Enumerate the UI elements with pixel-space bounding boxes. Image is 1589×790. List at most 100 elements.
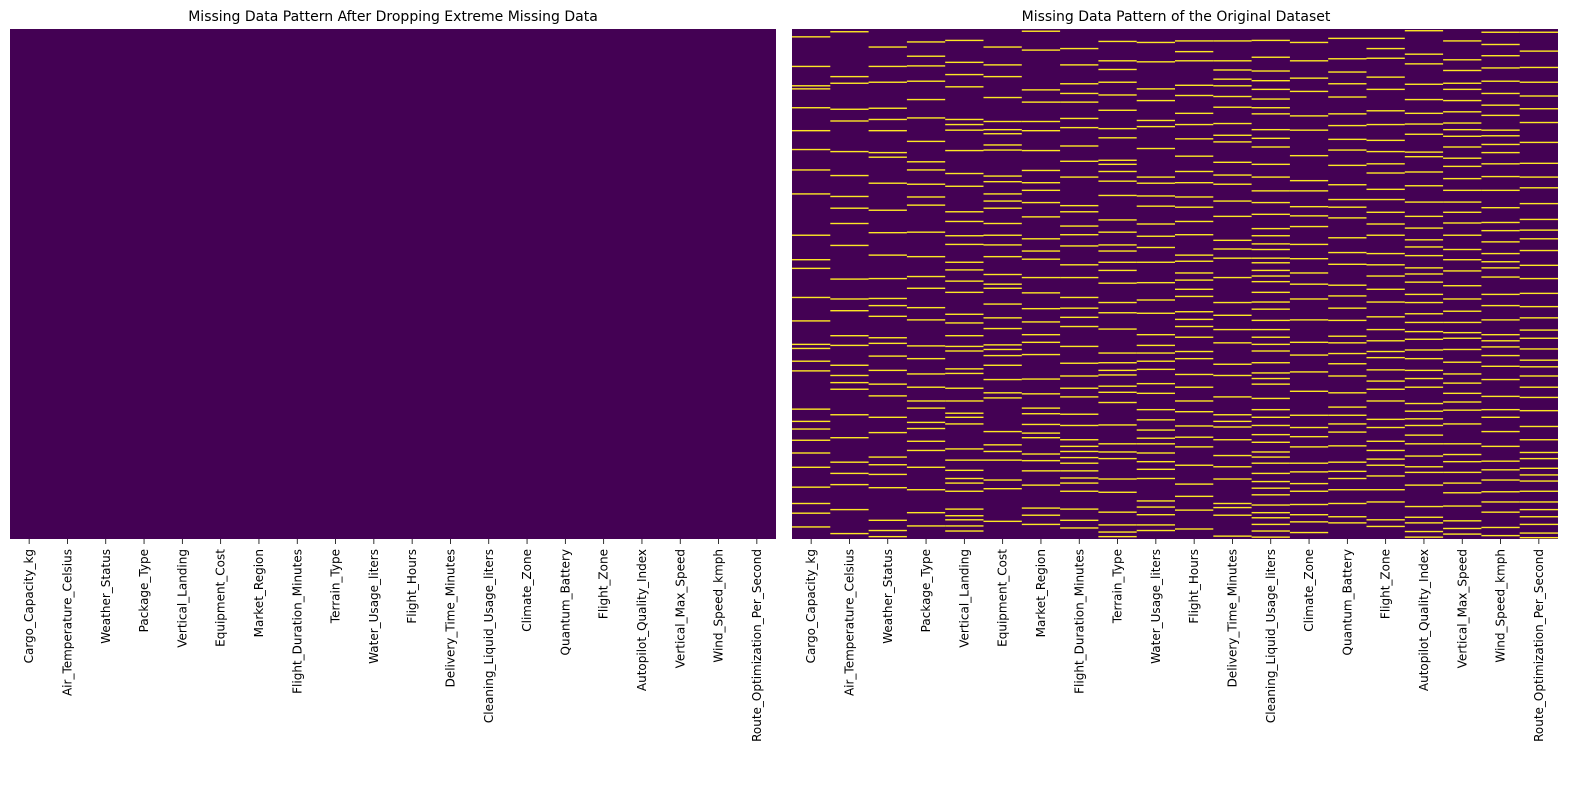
missing-cell: [1289, 90, 1329, 93]
missing-cell: [1519, 516, 1558, 518]
missing-cell: [1289, 154, 1329, 157]
missing-cell: [1251, 308, 1290, 310]
missing-cell: [945, 185, 984, 187]
missing-cell: [1098, 231, 1137, 233]
missing-cell: [1021, 89, 1061, 91]
missing-cell: [1481, 365, 1520, 367]
missing-cell: [868, 46, 907, 48]
missing-cell: [1481, 114, 1520, 117]
missing-cell: [1098, 401, 1137, 404]
missing-cell: [1289, 115, 1329, 117]
missing-cell: [1443, 157, 1482, 159]
missing-cell: [1328, 217, 1367, 219]
missing-cell: [1289, 446, 1329, 448]
missing-cell: [983, 255, 1022, 258]
missing-cell: [830, 207, 869, 209]
missing-cell: [1251, 280, 1290, 283]
missing-cell: [1366, 123, 1405, 126]
missing-cell: [945, 459, 984, 461]
missing-cell: [1060, 362, 1099, 364]
missing-cell: [1481, 206, 1520, 209]
missing-cell: [1328, 149, 1367, 151]
missing-cell: [792, 320, 831, 322]
missing-cell: [1443, 471, 1482, 474]
missing-cell: [1481, 67, 1520, 69]
missing-cell: [830, 150, 869, 153]
missing-cell: [1251, 235, 1290, 237]
missing-cell: [1060, 117, 1099, 120]
missing-cell: [1136, 460, 1175, 463]
x-tick-label: Water_Usage_liters: [367, 549, 381, 664]
missing-cell: [945, 235, 984, 237]
missing-cell: [1251, 269, 1290, 272]
missing-cell: [983, 193, 1022, 195]
missing-cell: [1481, 261, 1520, 263]
missing-cell: [1213, 439, 1252, 441]
missing-cell: [1404, 484, 1444, 486]
missing-cell: [1519, 337, 1558, 339]
missing-cell: [1213, 85, 1252, 87]
missing-cell: [792, 107, 831, 109]
missing-cell: [906, 65, 946, 67]
missing-cell: [1481, 460, 1520, 462]
missing-cell: [1136, 500, 1175, 502]
missing-cell: [1136, 529, 1175, 532]
missing-cell: [1481, 92, 1520, 95]
missing-cell: [945, 519, 984, 521]
missing-cell: [1289, 225, 1329, 228]
missing-cell: [830, 195, 869, 198]
missing-cell: [1098, 244, 1137, 246]
missing-cell: [1098, 511, 1137, 513]
missing-cell: [1060, 462, 1099, 464]
missing-cell: [1251, 416, 1290, 418]
missing-cell: [1404, 386, 1444, 388]
missing-cell: [1404, 471, 1444, 474]
missing-cell: [1366, 388, 1405, 390]
missing-cell: [1404, 505, 1444, 508]
missing-cell: [1328, 516, 1367, 518]
missing-cell: [1481, 276, 1520, 278]
missing-cell: [1251, 441, 1290, 443]
missing-cell: [945, 243, 984, 246]
missing-cell: [945, 469, 984, 472]
missing-cell: [1519, 523, 1558, 526]
missing-cell: [1481, 333, 1520, 336]
missing-cell: [1060, 375, 1099, 377]
missing-cell: [1136, 246, 1175, 249]
missing-cell: [792, 439, 831, 441]
missing-cell: [868, 337, 907, 339]
missing-cell: [792, 452, 831, 454]
missing-cell: [1289, 471, 1329, 473]
missing-cell: [1366, 475, 1405, 477]
missing-cell: [830, 364, 869, 366]
missing-cell: [1328, 319, 1367, 322]
missing-cell: [1519, 439, 1558, 441]
missing-cell: [945, 387, 984, 389]
missing-cell: [1404, 151, 1444, 153]
missing-cell: [830, 75, 869, 78]
missing-cell: [1404, 330, 1444, 333]
missing-cell: [1175, 386, 1214, 388]
missing-cell: [983, 344, 1022, 346]
missing-cell: [1098, 109, 1137, 111]
missing-cell: [983, 488, 1022, 490]
missing-cell: [830, 414, 869, 416]
missing-cell: [868, 156, 907, 158]
missing-cell: [1213, 183, 1252, 185]
missing-cell: [1289, 426, 1329, 429]
missing-cell: [1443, 401, 1482, 403]
missing-cell: [1251, 70, 1290, 72]
missing-cell: [1328, 342, 1367, 344]
missing-cell: [1060, 204, 1099, 207]
missing-cell: [1251, 56, 1290, 58]
missing-cell: [1328, 363, 1367, 365]
missing-cell: [1366, 163, 1405, 165]
missing-cell: [1289, 371, 1329, 373]
missing-cell: [945, 322, 984, 324]
missing-cell: [792, 360, 831, 362]
missing-cell: [906, 287, 946, 289]
missing-cell: [1328, 263, 1367, 265]
heatmap-right: Missing Data Pattern of the Original Dat…: [792, 9, 1558, 742]
missing-cell: [1481, 304, 1520, 307]
missing-cell: [1060, 276, 1099, 279]
